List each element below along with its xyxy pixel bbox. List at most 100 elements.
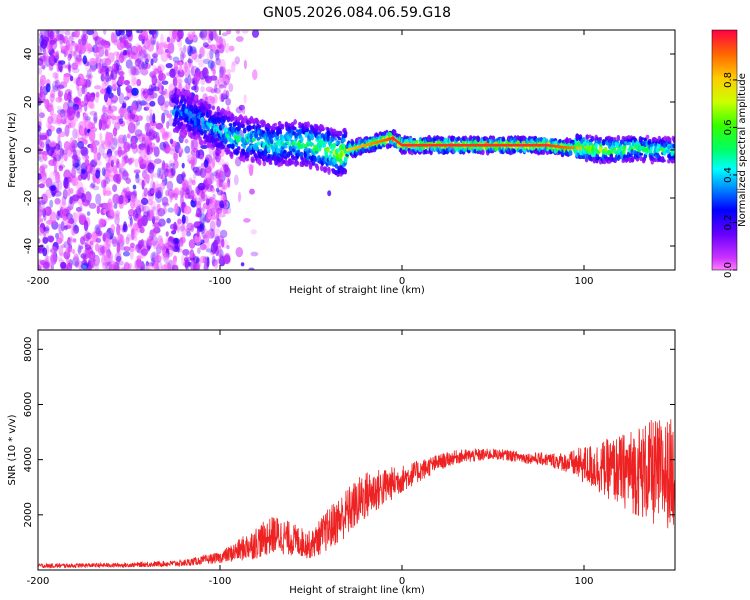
spectrogram-cell bbox=[84, 134, 89, 139]
spectrogram-cell bbox=[167, 236, 176, 248]
spectrogram-cell bbox=[117, 42, 125, 51]
spectrogram-cell bbox=[196, 121, 201, 126]
spectrogram-cell bbox=[283, 134, 288, 139]
spectrogram-cell bbox=[63, 141, 71, 151]
spectrogram-cell bbox=[227, 148, 231, 154]
spectrogram-cell bbox=[68, 198, 74, 210]
spectrogram-cell bbox=[329, 150, 333, 155]
spectrogram-cell bbox=[296, 153, 301, 157]
spectrogram-cell bbox=[289, 150, 293, 156]
spectrogram-cell bbox=[85, 74, 93, 79]
spectrogram-cell bbox=[645, 134, 650, 140]
spectrogram-cell bbox=[168, 83, 176, 95]
spectrogram-cell bbox=[89, 183, 96, 189]
spectrogram-cell bbox=[182, 123, 187, 130]
spectrogram-cell bbox=[79, 245, 84, 250]
spectrogram-cell bbox=[122, 158, 126, 167]
spectrogram-cell bbox=[188, 177, 193, 188]
spectrogram-cell bbox=[160, 127, 166, 134]
spectrogram-cell bbox=[228, 123, 233, 127]
spectrogram-cell bbox=[88, 129, 96, 142]
spectrogram-cell bbox=[59, 109, 66, 118]
spectrogram-cell bbox=[42, 208, 46, 218]
spectrogram-cell bbox=[205, 183, 213, 192]
spectrogram-cell bbox=[136, 255, 142, 260]
spectrogram-cell bbox=[74, 158, 81, 171]
spectrogram-cell bbox=[58, 165, 64, 172]
spectrogram-cell bbox=[142, 49, 146, 54]
spectrogram-cell bbox=[128, 214, 132, 220]
spectrogram-cell bbox=[301, 157, 305, 163]
spectrogram-cell bbox=[152, 240, 160, 250]
spectrogram-cell bbox=[228, 83, 234, 93]
spectrogram-cell bbox=[257, 124, 262, 129]
spectrogram-cell bbox=[180, 223, 186, 231]
spectrogram-cell bbox=[209, 231, 214, 237]
spectrogram-cell bbox=[93, 112, 98, 124]
spectrogram-cell bbox=[141, 30, 148, 36]
spectrogram-cell bbox=[262, 160, 267, 167]
spectrogram-cell bbox=[220, 38, 227, 49]
spectrogram-cell bbox=[175, 110, 179, 118]
spectrogram-cell bbox=[190, 179, 196, 184]
spectrogram-cell bbox=[50, 246, 58, 255]
spectrogram-cell bbox=[48, 54, 56, 67]
spectrogram-cell bbox=[56, 232, 65, 244]
spectrogram-cell bbox=[90, 143, 94, 153]
spectrogram-cell bbox=[124, 96, 130, 101]
spectrogram-cell bbox=[105, 124, 109, 129]
spectrogram-cell bbox=[173, 152, 178, 161]
spectrogram-cell bbox=[100, 39, 108, 46]
spectrogram-cell bbox=[109, 201, 114, 212]
spectrogram-cell bbox=[49, 39, 56, 46]
spectrogram-cell bbox=[204, 75, 210, 82]
spectrogram-cell bbox=[104, 77, 110, 86]
spectrogram-cell bbox=[219, 200, 225, 209]
spectrogram-cell bbox=[38, 130, 42, 138]
spectrogram-cell bbox=[77, 156, 81, 162]
spectrogram-cell bbox=[185, 185, 193, 196]
spectrogram-cell bbox=[95, 91, 100, 98]
spectrogram-cell bbox=[60, 261, 67, 269]
snr-frame bbox=[37, 329, 676, 571]
spectrogram-cell bbox=[143, 165, 150, 174]
spectrogram-cell bbox=[310, 142, 315, 146]
spectrogram-cell bbox=[179, 61, 183, 73]
spectrogram-cell bbox=[210, 60, 216, 72]
spectrogram-cell bbox=[120, 57, 127, 62]
spectrogram-cell bbox=[189, 46, 197, 54]
spectrogram-cell bbox=[56, 119, 62, 125]
spectrogram-cell bbox=[62, 216, 69, 225]
spectrogram-cell bbox=[80, 33, 89, 42]
spectrogram-cell bbox=[71, 154, 78, 160]
spectrogram-cell bbox=[202, 37, 207, 42]
spectrogram-cell bbox=[88, 257, 96, 263]
spectrogram-cell bbox=[112, 164, 117, 174]
spectrogram-cell bbox=[67, 219, 75, 224]
y-tick-label: -40 bbox=[23, 238, 34, 254]
spectrogram-cell bbox=[171, 264, 179, 270]
spectrogram-cell bbox=[219, 66, 224, 79]
spectrogram-cell bbox=[49, 171, 56, 181]
spectrogram-cell bbox=[76, 111, 81, 119]
spectrogram-cell bbox=[148, 187, 154, 195]
spectrogram-cell bbox=[205, 75, 212, 84]
spectrogram-cell bbox=[276, 147, 280, 154]
spectrogram-cell bbox=[186, 256, 193, 261]
spectrogram-cell bbox=[146, 122, 150, 128]
spectrogram-cell bbox=[212, 171, 218, 177]
spectrogram-cell bbox=[176, 94, 180, 99]
spectrogram-cell bbox=[75, 54, 83, 62]
spectrogram-cell bbox=[139, 46, 144, 56]
spectrogram-cell bbox=[38, 146, 42, 155]
spectrogram-cell bbox=[216, 38, 220, 49]
spectrogram-cell bbox=[61, 244, 66, 249]
spectrogram-cell bbox=[213, 94, 218, 104]
spectrogram-cell bbox=[621, 159, 626, 164]
spectrogram-xlabel: Height of straight line (km) bbox=[289, 285, 425, 296]
spectrogram-cell bbox=[101, 167, 106, 177]
spectrogram-cell bbox=[251, 138, 256, 142]
spectrogram-cell bbox=[160, 113, 165, 124]
spectrogram-cell bbox=[219, 253, 223, 265]
spectrogram-cell bbox=[153, 68, 160, 75]
